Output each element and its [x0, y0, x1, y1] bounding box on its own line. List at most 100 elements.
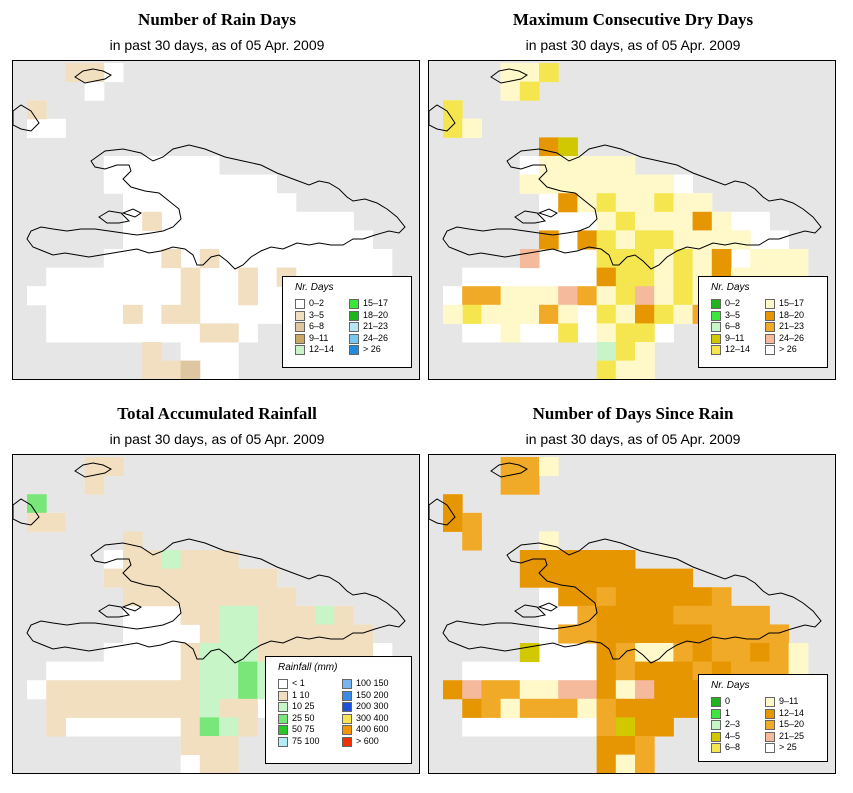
land-cell	[123, 267, 143, 287]
grid-cell	[596, 156, 617, 176]
grid-cell	[65, 63, 86, 83]
grid-cell	[481, 680, 502, 700]
grid-cell	[673, 643, 694, 663]
grid-cell	[692, 249, 713, 269]
grid-cell	[180, 568, 201, 588]
grid-cell	[596, 698, 617, 718]
grid-cell	[46, 717, 66, 737]
legend-label: 12–14	[725, 344, 751, 354]
land-cell	[334, 211, 354, 231]
grid-cell	[238, 698, 258, 718]
grid-cell	[769, 249, 790, 269]
grid-cell	[750, 643, 770, 663]
coastline	[429, 462, 822, 664]
legend-swatch	[349, 310, 359, 321]
grid-cell	[199, 550, 220, 570]
grid-cell	[692, 587, 713, 607]
legend-label: 18–20	[363, 309, 389, 320]
legend-label: > 26	[363, 344, 381, 354]
land-cell	[180, 156, 201, 176]
legend-swatch	[711, 333, 721, 344]
grid-cell	[276, 605, 297, 625]
land-cell	[577, 661, 598, 681]
land-cell	[199, 211, 220, 231]
grid-cell	[615, 698, 636, 718]
grid-cell	[596, 550, 617, 570]
land-cell	[103, 550, 124, 570]
grid-cell	[519, 475, 540, 495]
legend-title: Nr. Days	[711, 680, 750, 691]
land-cell	[142, 661, 162, 681]
land-cell	[123, 211, 143, 231]
legend-label: 15–20	[779, 719, 805, 729]
legend-label: 6–8	[309, 321, 325, 331]
land-cell	[519, 156, 540, 176]
grid-cell	[142, 211, 162, 231]
grid-cell	[219, 736, 239, 756]
grid-cell	[219, 754, 239, 773]
grid-cell	[123, 531, 143, 551]
land-cell	[577, 323, 598, 343]
island-outline	[429, 104, 456, 132]
land-cell	[219, 249, 239, 269]
land-cell	[558, 717, 578, 737]
grid-cell	[635, 286, 655, 306]
land-cell	[539, 193, 559, 213]
grid-cell	[199, 754, 220, 773]
land-cell	[539, 643, 559, 663]
grid-cell	[654, 568, 674, 588]
grid-cell	[558, 156, 578, 176]
grid-cell	[500, 63, 521, 83]
land-cell	[161, 323, 182, 343]
legend-swatch	[765, 333, 775, 344]
land-cell	[123, 717, 143, 737]
legend-swatch	[342, 736, 352, 747]
land-cell	[462, 323, 482, 343]
grid-cell	[103, 457, 124, 477]
land-cell	[238, 174, 258, 194]
grid-cell	[238, 568, 258, 588]
land-cell	[219, 360, 239, 379]
grid-cell	[635, 587, 655, 607]
grid-cell	[180, 643, 201, 663]
grid-cell	[692, 624, 713, 644]
land-cell	[276, 249, 297, 269]
land-cell	[142, 286, 162, 306]
grid-cell	[519, 304, 540, 324]
legend-swatch	[278, 690, 288, 701]
legend-swatch	[765, 345, 775, 355]
grid-cell	[462, 680, 482, 700]
legend-label: 300 400	[356, 712, 389, 723]
legend-label: 200 300	[356, 701, 389, 711]
grid-cell	[577, 550, 598, 570]
land-cell	[372, 249, 393, 269]
legend-swatch	[278, 736, 288, 747]
grid-cell	[27, 512, 47, 532]
land-cell	[103, 286, 124, 306]
grid-cell	[769, 643, 790, 663]
grid-cell	[615, 661, 636, 681]
grid-cell	[199, 717, 220, 737]
land-cell	[46, 323, 66, 343]
land-cell	[46, 286, 66, 306]
grid-cell	[654, 211, 674, 231]
grid-cell	[123, 587, 143, 607]
grid-cell	[123, 304, 143, 324]
grid-cell	[635, 211, 655, 231]
land-cell	[558, 605, 578, 625]
grid-cell	[443, 100, 463, 120]
land-cell	[27, 118, 47, 138]
grid-cell	[238, 267, 258, 287]
legend-swatch	[349, 299, 359, 309]
land-cell	[103, 323, 124, 343]
land-cell	[219, 267, 239, 287]
grid-cell	[635, 661, 655, 681]
grid-cell	[558, 323, 578, 343]
grid-cell	[577, 286, 598, 306]
grid-cell	[161, 360, 182, 379]
grid-cell	[238, 286, 258, 306]
grid-cell	[577, 156, 598, 176]
land-cell	[180, 249, 201, 269]
legend-label: 6–8	[725, 742, 741, 752]
land-cell	[46, 118, 66, 138]
